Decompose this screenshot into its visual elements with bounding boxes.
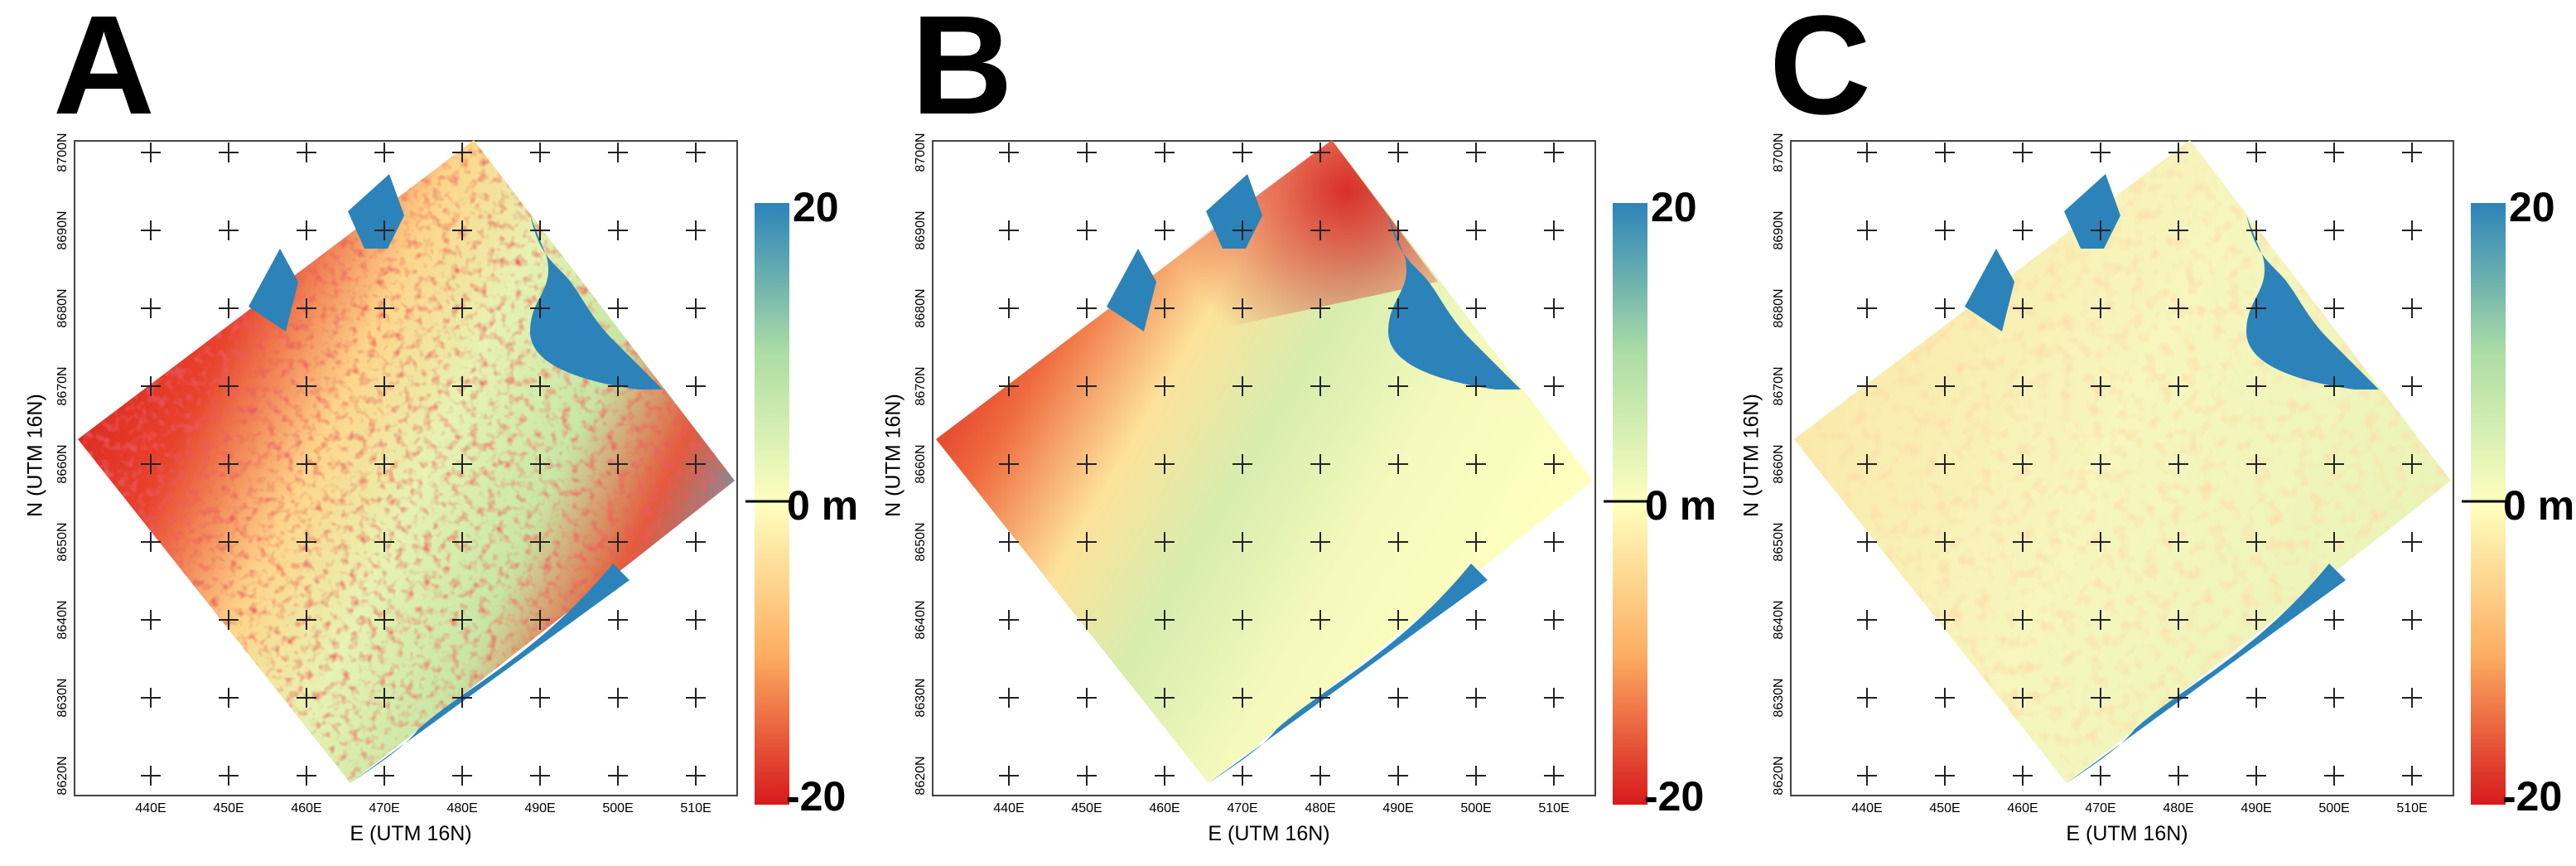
x-tick-label: 510E: [680, 801, 711, 815]
colorbar: [2471, 203, 2506, 805]
y-tick-label: 8670N: [1772, 366, 1786, 405]
grid-crosses: [999, 143, 1564, 786]
y-axis-label: N (UTM 16N): [23, 394, 47, 517]
x-axis-label: E (UTM 16N): [350, 822, 472, 845]
x-tick-label: 480E: [2163, 801, 2193, 815]
x-tick-label: 490E: [1382, 801, 1413, 815]
panel-letter: A: [53, 0, 155, 144]
colorbar-max-label: 20: [793, 184, 839, 230]
y-tick-label: 8640N: [55, 600, 70, 639]
x-tick-label: 510E: [2396, 801, 2427, 815]
y-tick-label: 8650N: [914, 522, 928, 561]
x-tick-label: 480E: [1305, 801, 1335, 815]
y-tick-label: 8640N: [1772, 600, 1786, 639]
x-tick-label: 480E: [446, 801, 477, 815]
lake-east: [530, 215, 663, 389]
lake-south: [2067, 564, 2346, 783]
x-tick-label: 500E: [602, 801, 633, 815]
colorbar: [755, 203, 789, 805]
colorbar-zero-label: 0 m: [1645, 482, 1717, 529]
y-tick-label: 8650N: [1772, 522, 1786, 561]
y-tick-label: 8620N: [55, 756, 70, 795]
lake-east: [1388, 215, 1521, 389]
y-tick-label: 8690N: [914, 210, 928, 249]
panel-a: A 440E 4: [0, 0, 859, 866]
y-tick-label: 8690N: [55, 210, 70, 249]
y-tick-label: 8680N: [1772, 288, 1786, 327]
y-tick-label: 8660N: [55, 444, 70, 483]
x-tick-labels: 440E 450E 460E 470E 480E 490E 500E 510E: [1851, 801, 2427, 815]
x-tick-label: 490E: [2241, 801, 2271, 815]
map-panel-a: 440E 450E 460E 470E 480E 490E 500E 510E 8700N 86…: [55, 133, 789, 815]
x-tick-label: 450E: [1929, 801, 1960, 815]
panel-letter: B: [911, 0, 1013, 144]
y-tick-label: 8700N: [914, 133, 928, 172]
x-tick-label: 500E: [2318, 801, 2349, 815]
y-tick-label: 8670N: [55, 366, 70, 405]
panel-letter: C: [1769, 0, 1871, 144]
x-tick-label: 440E: [993, 801, 1024, 815]
colorbar-max-label: 20: [2509, 184, 2555, 230]
y-axis-label: N (UTM 16N): [881, 394, 905, 517]
lake-north: [1107, 249, 1156, 331]
map-panel-c: 440E 450E 460E 470E 480E 490E 500E 510E 8700N 86…: [1772, 133, 2506, 815]
map-panel-b: 440E 450E 460E 470E 480E 490E 500E 510E 8700N 86…: [914, 133, 1647, 815]
hotspot-north: [1107, 140, 1438, 331]
x-tick-label: 440E: [1851, 801, 1882, 815]
y-axis-label: N (UTM 16N): [1739, 394, 1763, 517]
lake-north: [248, 249, 298, 331]
y-tick-label: 8680N: [914, 288, 928, 327]
x-tick-label: 470E: [369, 801, 399, 815]
y-tick-label: 8630N: [914, 678, 928, 717]
colorbar-zero-label: 0 m: [787, 482, 859, 529]
x-tick-label: 490E: [524, 801, 555, 815]
y-tick-label: 8660N: [914, 444, 928, 483]
grid-crosses: [1857, 143, 2422, 786]
y-tick-label: 8650N: [55, 522, 70, 561]
y-tick-label: 8700N: [1772, 133, 1786, 172]
x-tick-label: 510E: [1538, 801, 1569, 815]
colorbar: [1613, 203, 1647, 805]
lake-south: [350, 564, 630, 783]
lake-south: [1208, 564, 1488, 783]
y-tick-label: 8700N: [55, 133, 70, 172]
y-tick-labels: 8700N 8690N 8680N 8670N 8660N 8650N 8640N 8630N…: [1772, 133, 1786, 795]
x-tick-label: 440E: [135, 801, 166, 815]
y-tick-label: 8640N: [914, 600, 928, 639]
x-tick-label: 470E: [1227, 801, 1257, 815]
x-tick-label: 500E: [1460, 801, 1491, 815]
y-tick-label: 8620N: [914, 756, 928, 795]
x-tick-label: 460E: [1149, 801, 1179, 815]
y-tick-labels: 8700N 8690N 8680N 8670N 8660N 8650N 8640N 8630N…: [55, 133, 70, 795]
y-tick-label: 8690N: [1772, 210, 1786, 249]
panel-b: B 440E 450E 460E 470E 480E 490E 500E 510E: [858, 0, 1717, 866]
colorbar-zero-label: 0 m: [2503, 482, 2575, 529]
colorbar-min-label: -20: [786, 773, 847, 820]
x-tick-label: 450E: [213, 801, 244, 815]
x-tick-label: 460E: [291, 801, 321, 815]
colorbar-min-label: -20: [1644, 773, 1705, 820]
y-tick-label: 8660N: [1772, 444, 1786, 483]
x-tick-labels: 440E 450E 460E 470E 480E 490E 500E 510E: [993, 801, 1569, 815]
y-tick-labels: 8700N 8690N 8680N 8670N 8660N 8650N 8640N 8630N…: [914, 133, 928, 795]
x-tick-label: 470E: [2085, 801, 2115, 815]
colorbar-max-label: 20: [1651, 184, 1697, 230]
x-axis-label: E (UTM 16N): [2066, 822, 2188, 845]
x-tick-labels: 440E 450E 460E 470E 480E 490E 500E 510E: [135, 801, 711, 815]
lake-east: [2246, 215, 2379, 389]
y-tick-label: 8630N: [55, 678, 70, 717]
colorbar-min-label: -20: [2502, 773, 2563, 820]
x-tick-label: 460E: [2007, 801, 2038, 815]
y-tick-label: 8680N: [55, 288, 70, 327]
grid-crosses: [141, 143, 706, 786]
panel-c: C 440E 450E 460E 470E 480E 490: [1716, 0, 2575, 866]
lake-north: [1965, 249, 2014, 331]
x-axis-label: E (UTM 16N): [1208, 822, 1330, 845]
x-tick-label: 450E: [1071, 801, 1102, 815]
y-tick-label: 8620N: [1772, 756, 1786, 795]
y-tick-label: 8630N: [1772, 678, 1786, 717]
y-tick-label: 8670N: [914, 366, 928, 405]
